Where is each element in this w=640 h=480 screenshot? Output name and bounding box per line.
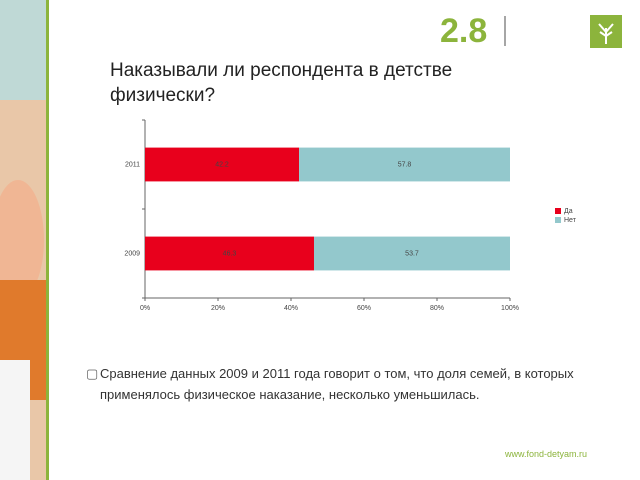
x-tick-label: 100% [501, 305, 519, 312]
bar-segment [299, 147, 510, 182]
legend-label: Да [564, 208, 573, 215]
slide-number: 2.8 [440, 12, 488, 50]
photo-part [0, 360, 30, 480]
bullet-icon: ▢ [86, 366, 99, 381]
x-tick-label: 60% [357, 305, 371, 312]
bar-segment [145, 147, 300, 182]
url: www.fond-detyam.ru [505, 449, 588, 459]
logo-icon [598, 23, 614, 44]
legend-swatch [555, 208, 561, 214]
x-tick-label: 80% [430, 305, 444, 312]
x-tick-label: 40% [284, 305, 298, 312]
bullet-text: ▢ Сравнение данных 2009 и 2011 года говор… [86, 363, 590, 405]
photo-part [0, 180, 44, 300]
legend-swatch [555, 217, 561, 223]
x-tick-label: 20% [211, 305, 225, 312]
divider [46, 0, 49, 480]
bullet-body: Сравнение данных 2009 и 2011 года говори… [100, 366, 574, 402]
photo-part [0, 0, 46, 100]
data-label: 53.7 [405, 250, 419, 257]
y-tick-label: 2011 [125, 161, 140, 168]
legend-label: Нет [564, 217, 577, 224]
y-tick-label: 2009 [124, 250, 140, 257]
bar-segment [145, 236, 314, 271]
data-label: 57.8 [398, 161, 412, 168]
chart-title: Наказывали ли респондента в детстве физи… [110, 60, 453, 106]
data-label: 46.3 [223, 250, 237, 257]
x-tick-label: 0% [140, 305, 150, 312]
data-label: 42.2 [215, 161, 229, 168]
bar-segment [313, 236, 510, 271]
